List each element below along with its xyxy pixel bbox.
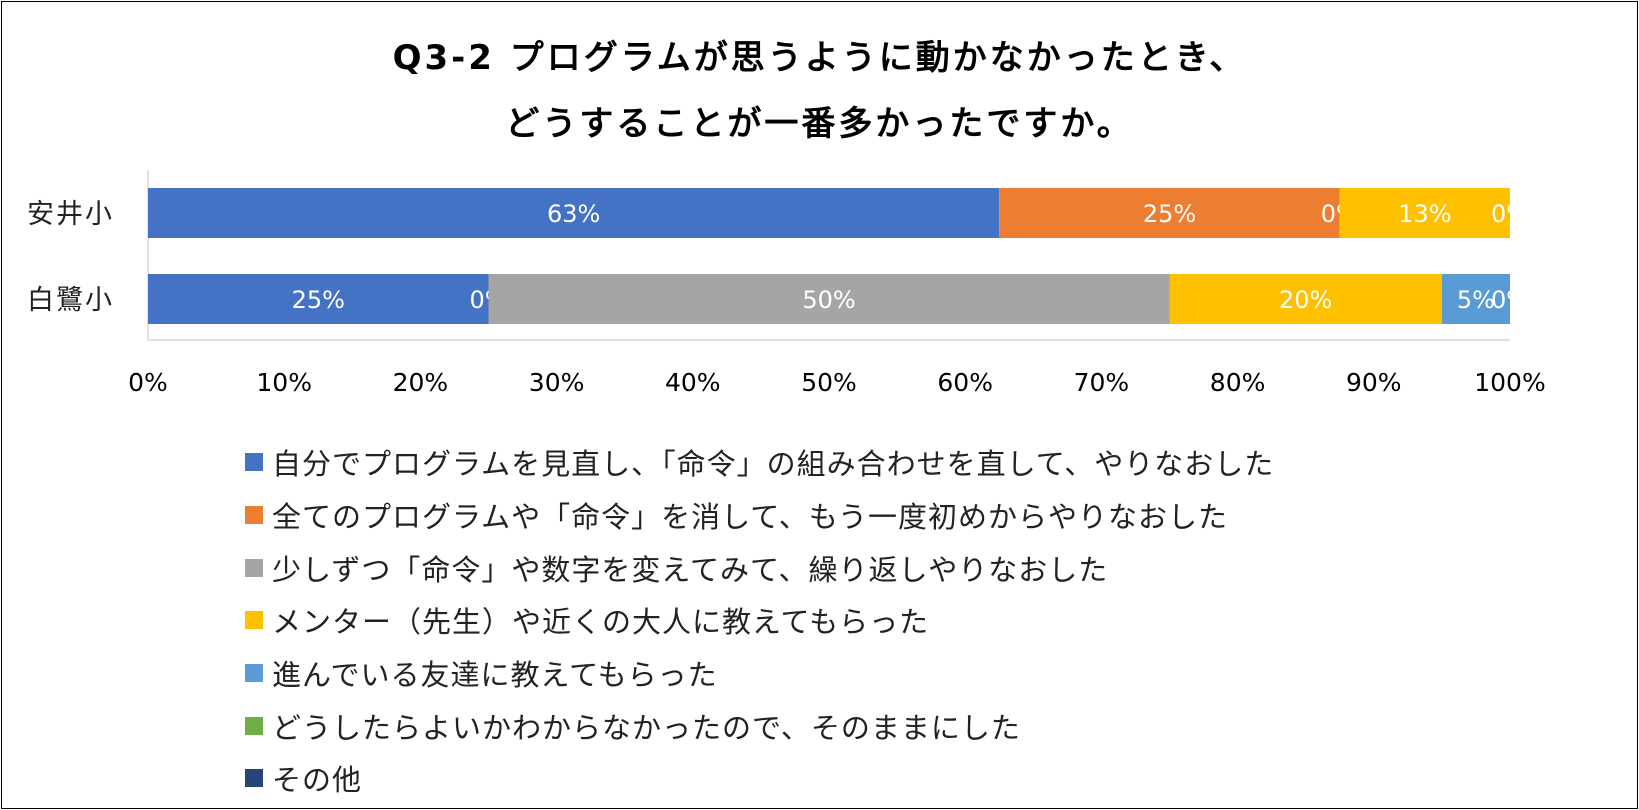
x-tick-label: 100% <box>1474 368 1545 397</box>
x-tick-label: 80% <box>1210 368 1266 397</box>
x-tick-label: 90% <box>1346 368 1402 397</box>
legend-item: その他 <box>245 752 1274 805</box>
bar-segment <box>1169 274 1442 324</box>
legend-swatch <box>245 716 263 735</box>
x-tick-label: 70% <box>1074 368 1130 397</box>
legend-item: どうしたらよいかわからなかったので、そのままにした <box>245 699 1274 752</box>
legend-label: 少しずつ「命令」や数字を変えてみて、繰り返しやりなおした <box>272 552 1109 587</box>
legend-label: メンター（先生）や近くの大人に教えてもらった <box>272 605 930 640</box>
x-tick-label: 60% <box>937 368 993 397</box>
legend-label: どうしたらよいかわからなかったので、そのままにした <box>272 710 1021 745</box>
bar-segment <box>1339 188 1510 238</box>
chart-title-line-2: どうすることが一番多かったですか。 <box>505 104 1134 144</box>
chart-title-line-1: Q3-2 プログラムが思うように動かなかったとき、 <box>392 38 1247 78</box>
data-label: 50% <box>802 286 855 314</box>
legend-label: その他 <box>272 763 363 798</box>
bar-segment <box>148 188 1000 238</box>
bar-segment <box>148 274 489 324</box>
chart-legend: 自分でプログラムを見直し、「命令」の組み合わせを直して、やりなおした 全てのプログ… <box>245 436 1274 805</box>
legend-item: 自分でプログラムを見直し、「命令」の組み合わせを直して、やりなおした <box>245 436 1274 489</box>
bar-segment <box>1441 274 1510 324</box>
data-label: 25% <box>1143 200 1196 228</box>
x-tick-label: 30% <box>529 368 585 397</box>
x-tick-label: 0% <box>128 368 168 397</box>
x-tick-label: 10% <box>256 368 312 397</box>
legend-item: メンター（先生）や近くの大人に教えてもらった <box>245 594 1274 647</box>
category-label: 白鷺小 <box>27 285 114 316</box>
legend-item: 進んでいる友達に教えてもらった <box>245 647 1274 700</box>
x-tick-label: 40% <box>665 368 721 397</box>
x-tick-label: 50% <box>801 368 857 397</box>
category-label: 安井小 <box>27 199 114 230</box>
data-label: 5% <box>1457 286 1495 314</box>
data-label: 63% <box>547 200 600 228</box>
bar-segment <box>488 274 1170 324</box>
legend-swatch <box>245 506 263 525</box>
data-label: 25% <box>292 286 345 314</box>
legend-label: 自分でプログラムを見直し、「命令」の組み合わせを直して、やりなおした <box>272 447 1275 482</box>
legend-item: 全てのプログラムや「命令」を消して、もう一度初めからやりなおした <box>245 489 1274 542</box>
data-label: 0% <box>1491 200 1529 228</box>
legend-swatch <box>245 611 263 630</box>
legend-swatch <box>245 664 263 683</box>
legend-label: 全てのプログラムや「命令」を消して、もう一度初めからやりなおした <box>272 500 1228 535</box>
data-label: 20% <box>1279 286 1332 314</box>
bar-segment <box>999 188 1340 238</box>
legend-swatch <box>245 558 263 577</box>
legend-swatch <box>245 453 263 472</box>
legend-swatch <box>245 769 263 788</box>
data-label: 0% <box>1491 286 1529 314</box>
legend-label: 進んでいる友達に教えてもらった <box>272 658 718 693</box>
data-label: 13% <box>1398 200 1451 228</box>
x-tick-label: 20% <box>393 368 449 397</box>
legend-item: 少しずつ「命令」や数字を変えてみて、繰り返しやりなおした <box>245 541 1274 594</box>
